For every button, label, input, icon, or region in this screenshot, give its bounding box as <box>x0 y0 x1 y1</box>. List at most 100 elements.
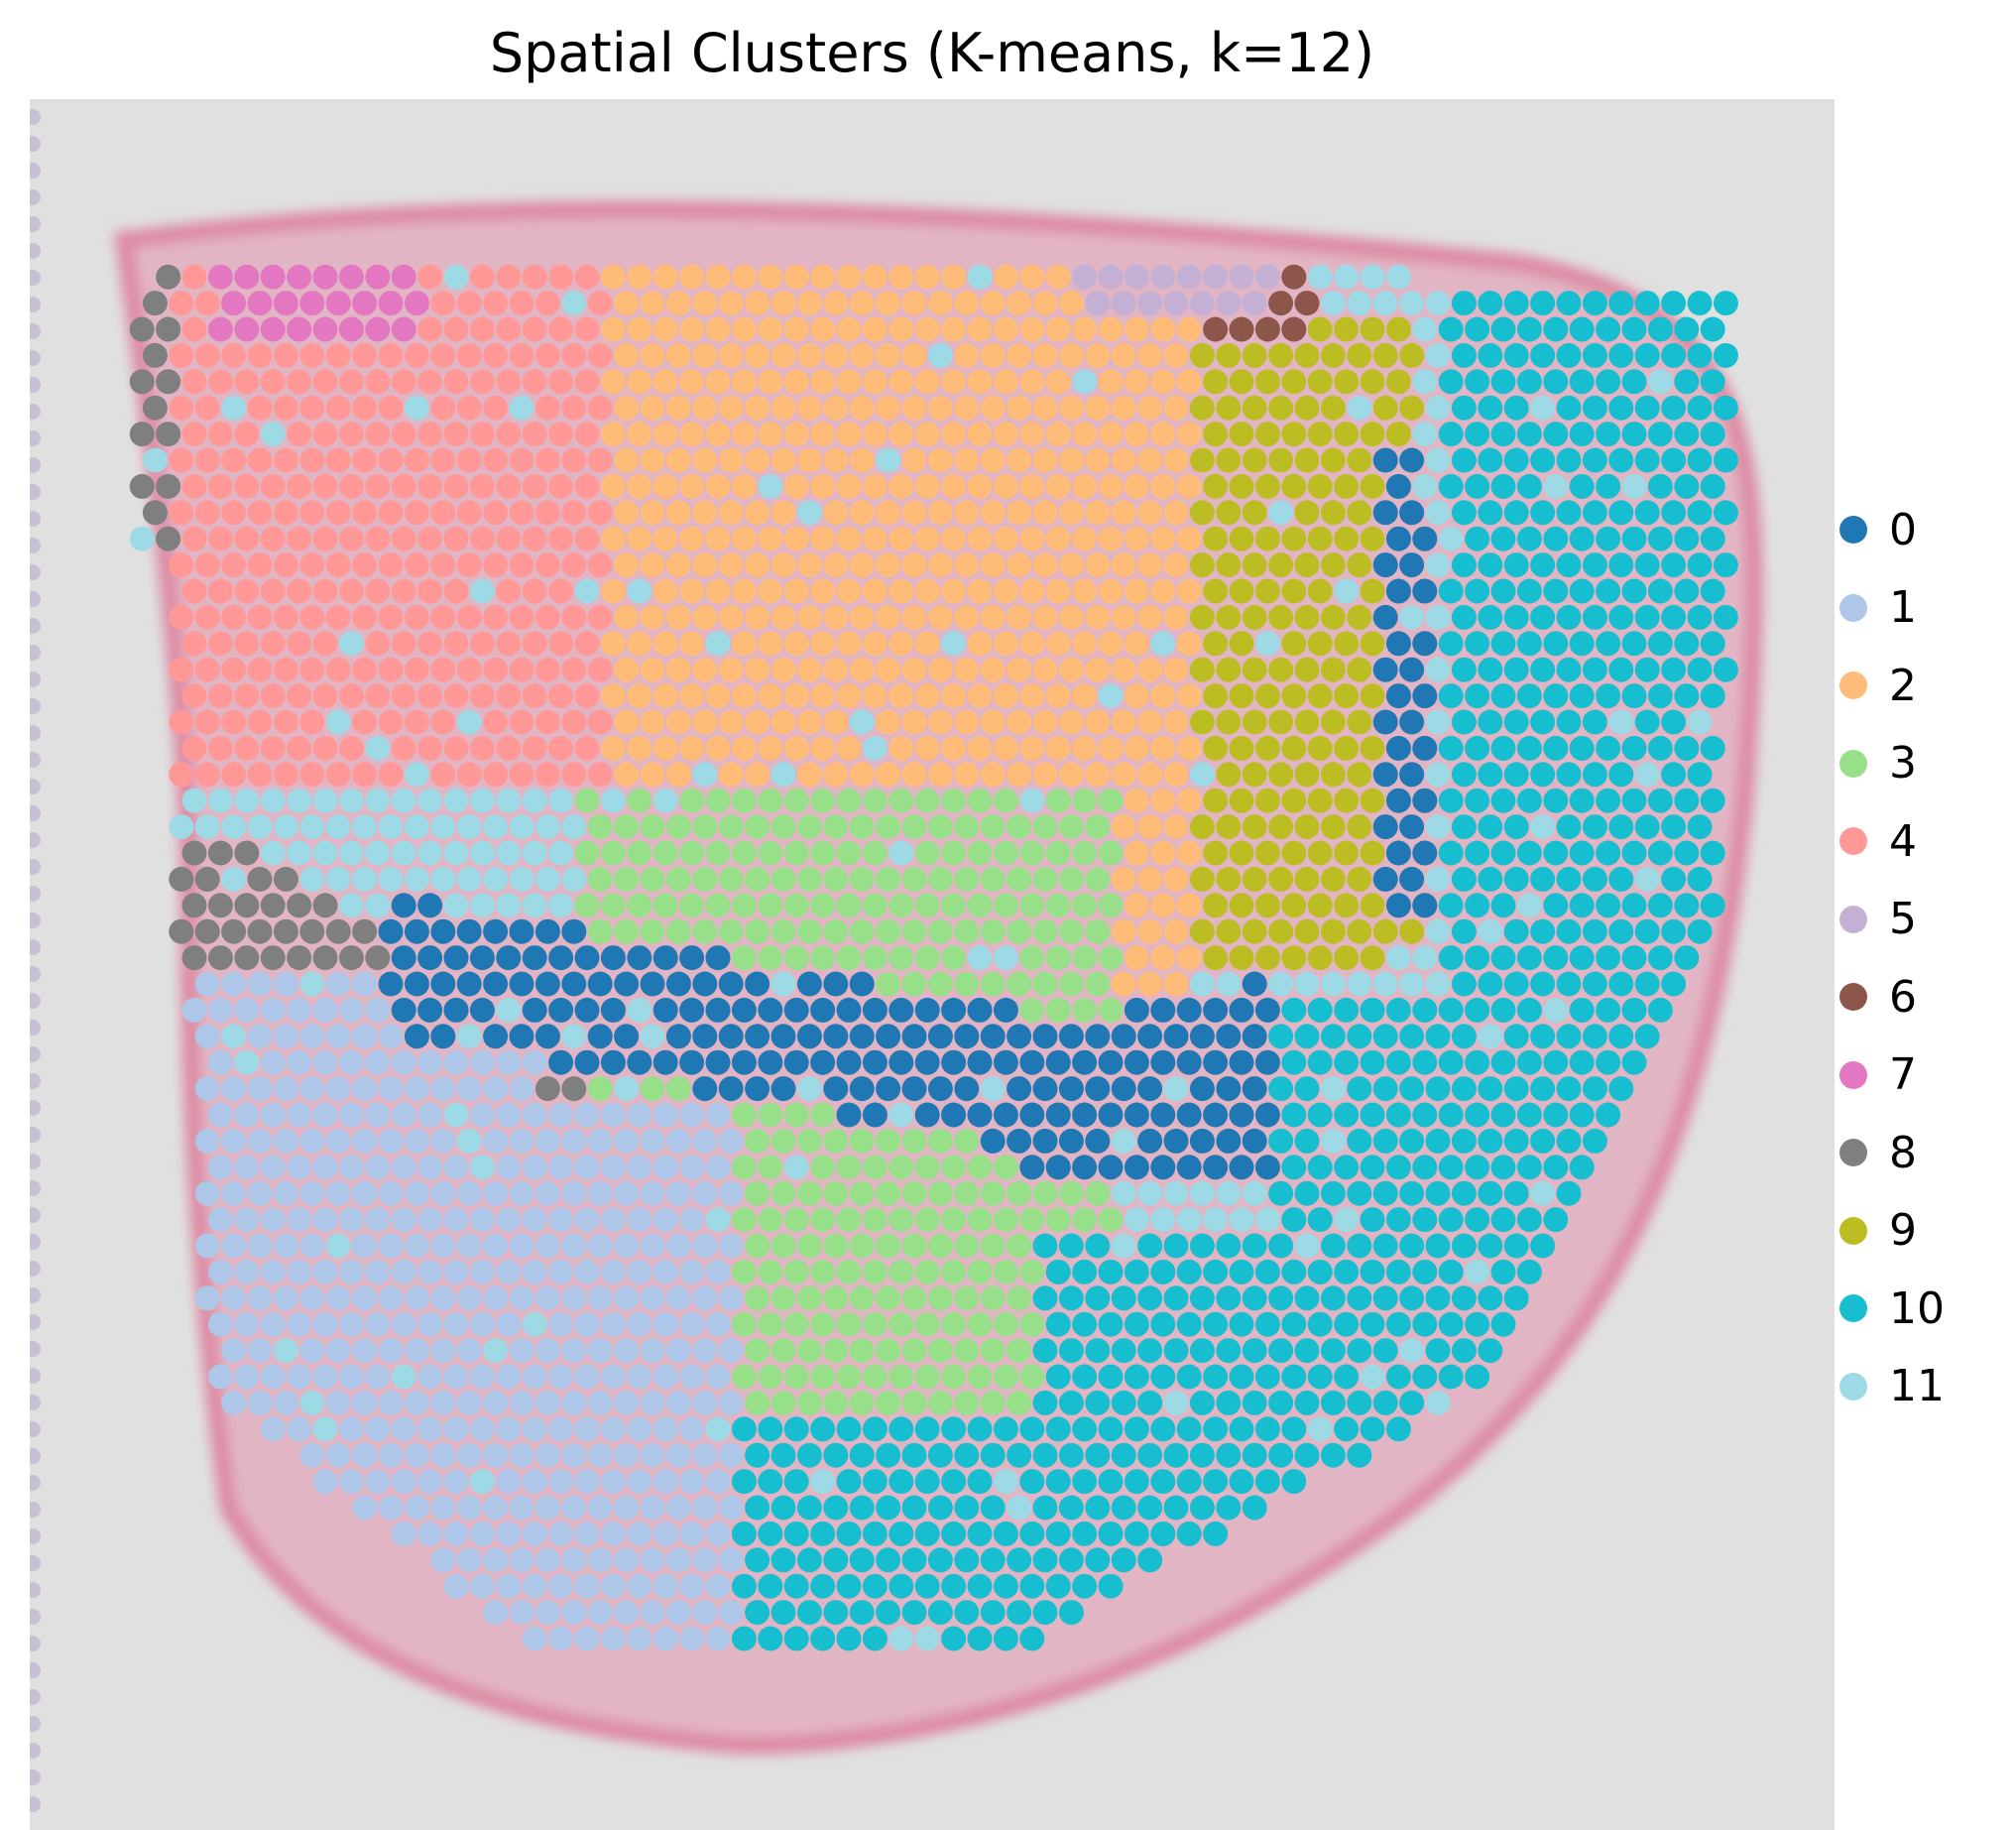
spot-cluster-2 <box>1150 945 1176 971</box>
spot-cluster-0 <box>1032 1128 1058 1154</box>
spot-cluster-0 <box>640 971 665 997</box>
spot-cluster-2 <box>1007 709 1032 735</box>
spot-cluster-1 <box>404 1338 429 1364</box>
spot-cluster-1 <box>600 1311 626 1337</box>
spot-cluster-11 <box>1465 1259 1490 1284</box>
spot-cluster-10 <box>1465 1311 1490 1337</box>
spot-cluster-1 <box>299 1076 325 1102</box>
spot-cluster-7 <box>273 291 298 316</box>
spot-cluster-2 <box>993 422 1018 447</box>
spot-cluster-1 <box>483 1442 509 1468</box>
spot-cluster-2 <box>1032 709 1058 735</box>
spot-cluster-0 <box>1254 997 1280 1023</box>
spot-cluster-1 <box>665 1285 691 1311</box>
spot-cluster-3 <box>941 893 967 918</box>
spot-cluster-10 <box>1687 918 1713 944</box>
spot-cluster-2 <box>941 735 967 761</box>
spot-cluster-10 <box>1032 1338 1058 1364</box>
spot-cluster-4 <box>338 526 364 551</box>
spot-cluster-10 <box>1334 1155 1360 1180</box>
spot-cluster-10 <box>1647 893 1673 918</box>
spot-cluster-10 <box>1530 604 1556 630</box>
spot-cluster-11 <box>287 840 312 866</box>
spot-cluster-10 <box>1569 578 1595 604</box>
spot-cluster-1 <box>221 1390 247 1415</box>
spot-cluster-4 <box>587 447 613 473</box>
spot-cluster-1 <box>194 1076 220 1102</box>
spot-cluster-9 <box>1360 316 1385 342</box>
fiducial-dot <box>30 886 41 902</box>
spot-cluster-3 <box>758 1155 783 1180</box>
spot-cluster-2 <box>914 369 940 395</box>
spot-cluster-10 <box>1503 814 1529 840</box>
spot-cluster-0 <box>652 1049 678 1075</box>
spot-cluster-4 <box>561 552 587 578</box>
spot-cluster-0 <box>705 1049 731 1075</box>
spot-cluster-10 <box>1032 1547 1058 1573</box>
spot-cluster-4 <box>548 316 574 342</box>
spot-cluster-10 <box>1163 1338 1189 1364</box>
spot-cluster-11 <box>810 1469 836 1495</box>
spot-cluster-1 <box>640 1600 665 1626</box>
spot-cluster-3 <box>810 1155 836 1180</box>
fiducial-dot <box>30 404 41 420</box>
spot-cluster-10 <box>1647 840 1673 866</box>
spot-cluster-2 <box>1098 369 1124 395</box>
spot-cluster-1 <box>207 1259 233 1284</box>
spot-cluster-9 <box>1320 657 1346 682</box>
spot-cluster-2 <box>1124 578 1149 604</box>
spot-cluster-2 <box>823 342 849 368</box>
fiducial-dot <box>30 377 41 393</box>
spot-cluster-1 <box>312 1102 338 1128</box>
spot-cluster-0 <box>1137 1024 1163 1049</box>
spot-cluster-2 <box>914 578 940 604</box>
spot-cluster-3 <box>914 840 940 866</box>
spot-cluster-4 <box>221 762 247 788</box>
spot-cluster-4 <box>496 473 522 499</box>
spot-cluster-2 <box>1111 971 1136 997</box>
spot-cluster-4 <box>352 709 378 735</box>
spot-cluster-2 <box>679 316 705 342</box>
spot-cluster-0 <box>993 1102 1018 1128</box>
spot-cluster-3 <box>967 1155 993 1180</box>
spot-cluster-2 <box>1085 657 1111 682</box>
spot-cluster-10 <box>901 1600 927 1626</box>
spot-cluster-2 <box>640 657 665 682</box>
spot-cluster-1 <box>221 971 247 997</box>
spot-cluster-4 <box>496 369 522 395</box>
spot-cluster-1 <box>614 1233 640 1259</box>
spot-cluster-1 <box>574 1626 600 1651</box>
spot-cluster-11 <box>1163 1076 1189 1102</box>
spot-cluster-10 <box>1451 1076 1477 1102</box>
spot-cluster-10 <box>1647 735 1673 761</box>
spot-cluster-1 <box>325 1128 351 1154</box>
spot-cluster-3 <box>796 866 822 892</box>
spot-cluster-4 <box>417 683 443 709</box>
spot-cluster-8 <box>194 918 220 944</box>
spot-cluster-10 <box>914 1416 940 1442</box>
spot-cluster-2 <box>745 762 771 788</box>
spot-cluster-2 <box>862 422 888 447</box>
spot-cluster-10 <box>1490 473 1516 499</box>
spot-cluster-2 <box>1058 342 1084 368</box>
spot-cluster-10 <box>1268 1390 1294 1415</box>
spot-cluster-11 <box>456 866 482 892</box>
spot-cluster-2 <box>783 578 809 604</box>
spot-cluster-9 <box>1347 342 1372 368</box>
spot-cluster-2 <box>1058 291 1084 316</box>
spot-cluster-11 <box>142 447 168 473</box>
spot-cluster-0 <box>836 997 862 1023</box>
spot-cluster-0 <box>1412 893 1438 918</box>
spot-cluster-2 <box>771 604 796 630</box>
spot-cluster-0 <box>679 945 705 971</box>
spot-cluster-11 <box>1412 473 1438 499</box>
spot-cluster-6 <box>1229 316 1254 342</box>
spot-cluster-10 <box>1085 1233 1111 1259</box>
fiducial-dot <box>30 591 41 607</box>
spot-cluster-10 <box>1569 473 1595 499</box>
legend-marker-10 <box>1839 1294 1867 1323</box>
spot-cluster-4 <box>194 395 220 421</box>
spot-cluster-3 <box>640 918 665 944</box>
spot-cluster-1 <box>352 1495 378 1521</box>
spot-cluster-10 <box>1098 1364 1124 1390</box>
